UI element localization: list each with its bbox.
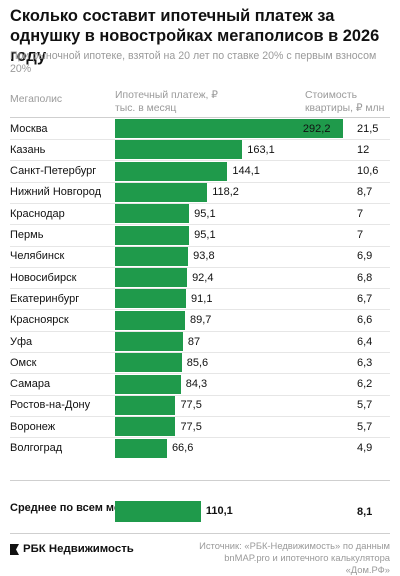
chart-title: Сколько составит ипотечный платеж за одн… (10, 7, 380, 65)
header-rule (10, 117, 390, 118)
value-label: 92,4 (192, 271, 214, 284)
price-label: 8,7 (357, 186, 373, 199)
value-label: 292,2 (302, 122, 331, 135)
row-divider (10, 309, 390, 311)
value-label: 89,7 (189, 314, 212, 327)
value-label: 84,3 (185, 378, 208, 391)
row-divider (10, 139, 390, 140)
category-label: Ростов-на-Дону (10, 399, 91, 412)
average-price: 8,1 (357, 506, 373, 518)
price-label: 6,6 (357, 314, 373, 327)
column-header-price: Стоимость квартиры, ₽ млн (305, 90, 385, 114)
price-label: 5,7 (357, 399, 373, 412)
price-label: 7 (357, 229, 364, 241)
bar (115, 182, 208, 202)
bar (115, 374, 181, 394)
bar (115, 310, 185, 330)
row-divider (10, 181, 390, 183)
value-label: 85,6 (186, 356, 209, 369)
average-bar (115, 501, 201, 522)
value-label: 93,8 (193, 250, 215, 263)
bar (115, 204, 190, 224)
value-label: 87 (187, 335, 201, 348)
brand-flag-icon (10, 543, 19, 555)
category-label: Москва (10, 122, 48, 135)
bar (115, 289, 187, 309)
bar (115, 395, 176, 415)
row-divider (10, 330, 390, 332)
value-label: 144,1 (232, 165, 260, 178)
category-label: Самара (10, 378, 51, 391)
bar (115, 119, 343, 138)
price-label: 7 (357, 207, 364, 220)
bar (115, 140, 243, 160)
price-label: 6,2 (357, 378, 373, 391)
average-rule (10, 480, 390, 481)
category-label: Воронеж (10, 420, 56, 433)
row-divider (10, 352, 390, 353)
bar (115, 268, 188, 288)
price-label: 6,3 (357, 356, 373, 369)
chart-subtitle: При рыночной ипотеке, взятой на 20 лет п… (10, 50, 377, 75)
category-label: Пермь (10, 229, 44, 241)
category-label: Уфа (10, 335, 33, 348)
price-label: 12 (357, 143, 370, 156)
price-label: 5,7 (357, 420, 373, 433)
row-divider (10, 266, 390, 268)
price-label: 4,9 (357, 442, 373, 454)
column-header-payment: Ипотечный платеж, ₽ тыс. в месяц (115, 90, 218, 114)
category-label: Омск (10, 356, 37, 369)
value-label: 163,1 (247, 143, 275, 156)
bar (115, 246, 189, 266)
category-label: Новосибирск (10, 271, 77, 284)
category-label: Екатеринбург (10, 292, 80, 305)
column-header-city: Мегаполис (10, 94, 63, 105)
category-label: Волгоград (10, 442, 63, 454)
value-label: 66,6 (171, 442, 194, 454)
value-label: 77,5 (180, 420, 202, 433)
category-label: Краснодар (10, 207, 65, 220)
price-label: 6,8 (357, 271, 373, 284)
row-divider (10, 373, 390, 375)
price-label: 6,4 (357, 335, 373, 348)
value-label: 95,1 (194, 207, 216, 220)
row-divider (10, 415, 390, 417)
price-label: 6,9 (357, 250, 373, 263)
row-divider (10, 160, 390, 162)
category-label: Казань (10, 143, 46, 156)
bar (115, 417, 176, 437)
footer-rule (10, 533, 390, 534)
row-divider (10, 394, 390, 396)
bar (115, 161, 228, 181)
bar (115, 225, 190, 245)
bar (115, 353, 182, 373)
bar (115, 438, 167, 458)
value-label: 118,2 (212, 186, 239, 199)
row-divider (10, 437, 390, 439)
brand-logo: РБК Недвижимость (10, 543, 134, 555)
price-label: 6,7 (357, 292, 373, 305)
value-label: 91,1 (191, 292, 213, 305)
source-note: Источник: «РБК-Недвижимость» по данным b… (199, 540, 390, 575)
brand-name: РБК Недвижимость (23, 543, 134, 555)
value-label: 95,1 (194, 229, 216, 241)
row-divider (10, 224, 390, 226)
price-label: 21,5 (357, 122, 379, 135)
value-label: 77,5 (180, 399, 202, 412)
row-divider (10, 245, 390, 247)
category-label: Челябинск (10, 250, 65, 263)
category-label: Нижний Новгород (10, 186, 102, 199)
category-label: Красноярск (10, 314, 69, 327)
bar (115, 332, 183, 351)
price-label: 10,6 (357, 165, 379, 178)
row-divider (10, 202, 390, 204)
category-label: Санкт-Петербург (10, 165, 97, 178)
row-divider (10, 288, 390, 290)
average-value-label: 110,1 (205, 504, 233, 517)
